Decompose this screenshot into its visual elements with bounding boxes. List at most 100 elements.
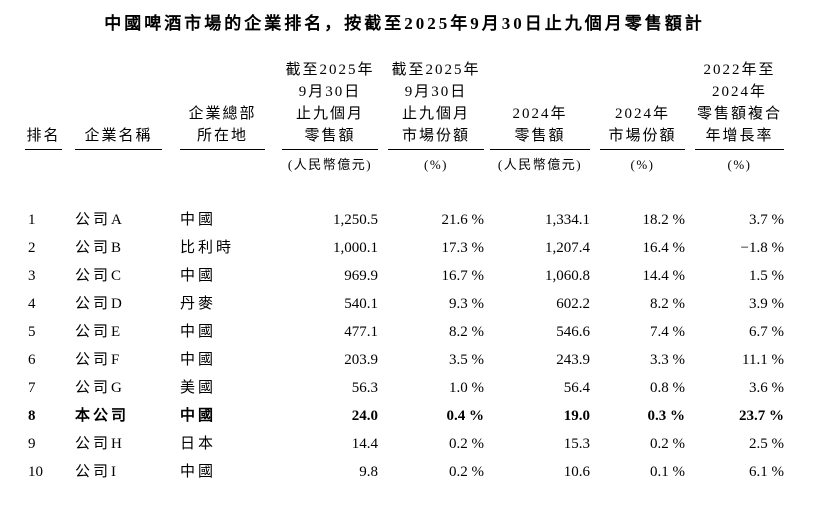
table-row: 7 公司G 美國 56.3 1.0 % 56.4 0.8 % 3.6 % (25, 374, 784, 402)
cell-rank: 10 (28, 464, 43, 480)
cell-retail-2024: 15.3 (563, 436, 590, 452)
table-header: 排名 企業名稱 企業總部 所在地 截至2025年 9月30日 止九個月 零售額 截至2025年 9… (25, 59, 784, 206)
cell-market-share-2024: 16.4 % (642, 240, 686, 256)
cell-market-share-9m-2025: 17.3 % (441, 240, 485, 256)
cell-retail-9m-2025: 1,250.5 (333, 212, 378, 228)
cell-retail-9m-2025: 9.8 (359, 464, 378, 480)
column-header-company-name-line: 企業名稱 (84, 128, 153, 144)
cell-market-share-2024: 18.2 % (642, 212, 686, 228)
header-row: 排名 企業名稱 企業總部 所在地 截至2025年 9月30日 止九個月 零售額 截至2025年 9… (25, 59, 784, 150)
cell-retail-9m-2025: 14.4 (351, 436, 378, 452)
cell-headquarters: 日本 (180, 436, 217, 452)
table-title: 中國啤酒市場的企業排名，按截至2025年9月30日止九個月零售額計 (104, 14, 705, 33)
cell-retail-2024: 243.9 (556, 352, 590, 368)
cell-market-share-9m-2025: 9.3 % (449, 296, 484, 312)
cell-market-share-2024: 7.4 % (650, 324, 685, 340)
cell-retail-2024: 602.2 (556, 296, 590, 312)
column-header-retail-2024: 2024年零售額 (484, 59, 590, 150)
column-unit-rank (25, 150, 62, 206)
column-header-headquarters-line: 企業總部 (188, 106, 257, 122)
table-row: 4 公司D 丹麥 540.1 9.3 % 602.2 8.2 % 3.9 % (25, 290, 784, 318)
cell-company-name: 公司I (75, 464, 119, 480)
column-header-retail-9m-2025-line: 零售額 (304, 128, 356, 144)
cell-market-share-2024: 0.2 % (650, 436, 685, 452)
column-header-cagr-2022-2024-line: 年增長率 (705, 128, 774, 144)
cell-headquarters: 中國 (180, 212, 217, 228)
column-header-retail-9m-2025-line: 9月30日 (298, 84, 362, 100)
cell-headquarters: 中國 (180, 352, 217, 368)
cell-headquarters: 比利時 (180, 240, 235, 256)
table-body: 1 公司A 中國 1,250.5 21.6 % 1,334.1 18.2 % 3.7 % 2 公司… (25, 206, 784, 486)
cell-rank: 1 (28, 212, 36, 228)
table-row: 1 公司A 中國 1,250.5 21.6 % 1,334.1 18.2 % 3.7 % (25, 206, 784, 234)
cell-market-share-2024: 0.8 % (650, 380, 685, 396)
cell-company-name: 公司G (75, 380, 125, 396)
cell-cagr-2022-2024: 3.9 % (749, 296, 784, 312)
column-header-headquarters-line: 所在地 (196, 128, 248, 144)
cell-rank: 6 (28, 352, 36, 368)
cell-market-share-9m-2025: 0.2 % (449, 464, 484, 480)
column-header-market-share-2024: 2024年 市場份額 (590, 59, 685, 150)
column-header-market-share-9m-2025-line: 市場份額 (401, 128, 470, 144)
column-header-retail-2024-line: 2024年 (512, 106, 568, 122)
cell-market-share-9m-2025: 0.4 % (446, 408, 485, 424)
cell-cagr-2022-2024: 23.7 % (739, 408, 784, 424)
cell-retail-9m-2025: 477.1 (344, 324, 378, 340)
cell-cagr-2022-2024: 1.5 % (749, 268, 784, 284)
cell-retail-2024: 1,060.8 (545, 268, 590, 284)
cell-market-share-2024: 3.3 % (650, 352, 685, 368)
cell-rank: 5 (28, 324, 36, 340)
cell-rank: 7 (28, 380, 36, 396)
column-header-rank: 排名 (25, 59, 62, 150)
cell-company-name: 公司D (75, 296, 125, 312)
cell-rank: 4 (28, 296, 36, 312)
cell-retail-9m-2025: 24.0 (351, 408, 378, 424)
column-header-rank-line: 排名 (26, 128, 61, 144)
cell-market-share-9m-2025: 8.2 % (449, 324, 484, 340)
table-row: 8 本公司 中國 24.0 0.4 % 19.0 0.3 % 23.7 % (25, 402, 784, 430)
cell-company-name: 公司A (75, 212, 125, 228)
table-row: 6 公司F 中國 203.9 3.5 % 243.9 3.3 % 11.1 % (25, 346, 784, 374)
cell-cagr-2022-2024: 6.1 % (749, 464, 784, 480)
cell-retail-9m-2025: 56.3 (351, 380, 378, 396)
cell-cagr-2022-2024: 2.5 % (749, 436, 784, 452)
cell-rank: 8 (28, 408, 36, 424)
column-unit-retail-9m-2025: (人民幣億元) (287, 157, 373, 172)
column-header-market-share-2024-line: 2024年 (614, 106, 670, 122)
column-unit-retail-2024: (人民幣億元) (497, 157, 583, 172)
cell-company-name: 公司C (75, 268, 125, 284)
cell-cagr-2022-2024: 3.6 % (749, 380, 784, 396)
cell-retail-2024: 546.6 (556, 324, 590, 340)
cell-market-share-2024: 0.1 % (650, 464, 685, 480)
cell-retail-9m-2025: 540.1 (344, 296, 378, 312)
cell-cagr-2022-2024: 3.7 % (749, 212, 784, 228)
ranking-table: 排名 企業名稱 企業總部 所在地 截至2025年 9月30日 止九個月 零售額 截至2025年 9… (25, 59, 784, 486)
cell-market-share-9m-2025: 3.5 % (449, 352, 484, 368)
cell-company-name: 公司B (75, 240, 125, 256)
cell-headquarters: 中國 (180, 408, 217, 424)
cell-cagr-2022-2024: 6.7 % (749, 324, 784, 340)
column-header-retail-2024-line: 零售額 (514, 128, 566, 144)
column-header-market-share-9m-2025: 截至2025年 9月30日 止九個月 市場份額 (378, 59, 484, 150)
table-row: 2 公司B 比利時 1,000.1 17.3 % 1,207.4 16.4 % −1.8 % (25, 234, 784, 262)
cell-headquarters: 丹麥 (180, 296, 217, 312)
column-header-retail-9m-2025-line: 止九個月 (295, 106, 364, 122)
cell-retail-9m-2025: 203.9 (344, 352, 378, 368)
cell-rank: 2 (28, 240, 36, 256)
column-header-market-share-9m-2025-line: 止九個月 (401, 106, 470, 122)
cell-rank: 3 (28, 268, 36, 284)
column-header-cagr-2022-2024: 2022年至 2024年 零售額複合 年增長率 (685, 59, 784, 150)
column-header-headquarters: 企業總部 所在地 (162, 59, 265, 150)
table-row: 9 公司H 日本 14.4 0.2 % 15.3 0.2 % 2.5 % (25, 430, 784, 458)
column-header-market-share-9m-2025-line: 9月30日 (404, 84, 468, 100)
column-header-cagr-2022-2024-line: 2024年 (711, 84, 767, 100)
table-row: 10 公司I 中國 9.8 0.2 % 10.6 0.1 % 6.1 % (25, 458, 784, 486)
column-header-retail-9m-2025: 截至2025年 9月30日 止九個月 零售額 (265, 59, 378, 150)
unit-row: (人民幣億元) (%) (人民幣億元) (%) (%) (25, 150, 784, 206)
table-row: 3 公司C 中國 969.9 16.7 % 1,060.8 14.4 % 1.5 % (25, 262, 784, 290)
cell-headquarters: 中國 (180, 324, 217, 340)
column-header-cagr-2022-2024-line: 零售額複合 (696, 106, 782, 122)
cell-market-share-9m-2025: 1.0 % (449, 380, 484, 396)
cell-company-name: 本公司 (75, 408, 130, 424)
